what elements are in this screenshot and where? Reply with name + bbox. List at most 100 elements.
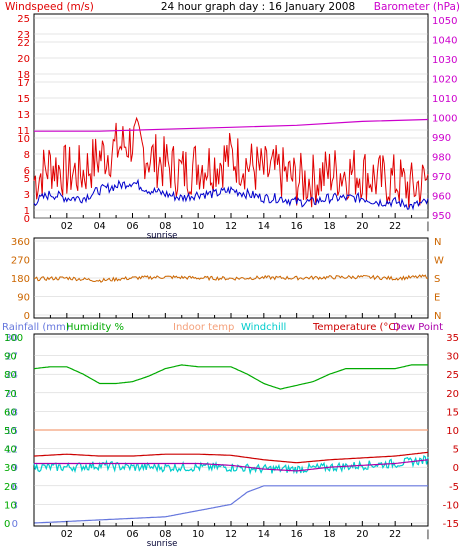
wind-average-line — [33, 178, 429, 211]
rainfall-y-tick: 0 — [12, 519, 18, 530]
x-tick-label: 20 — [356, 221, 368, 232]
wind-y-tick: 17 — [17, 78, 30, 89]
wind-y-tick: 3 — [24, 190, 30, 201]
x-tick-label: 12 — [225, 529, 237, 540]
windspeed-line — [33, 116, 429, 208]
humidity-y-tick: 10 — [4, 500, 17, 511]
rainfall-y-tick: 21 — [5, 389, 18, 400]
x-tick-label: 18 — [323, 221, 335, 232]
humidity-y-tick: 20 — [4, 482, 17, 493]
wind-y-tick: 18 — [17, 70, 30, 81]
wind-y-tick: 13 — [17, 110, 30, 121]
wind-y-tick: 5 — [24, 174, 30, 185]
x-tick-end: | — [426, 221, 429, 232]
temperature-y-tick: 30 — [446, 352, 459, 363]
temperature-y-tick: 5 — [453, 445, 459, 456]
temperature-y-tick: -15 — [443, 519, 459, 530]
compass-label: N — [434, 311, 441, 322]
barometer-y-tick: 960 — [432, 192, 451, 203]
dew-point-line — [34, 459, 429, 472]
temperature-y-tick: 35 — [446, 333, 459, 344]
temperature-y-tick: 0 — [453, 463, 459, 474]
wind-y-tick: 25 — [17, 14, 30, 25]
x-tick-label: 10 — [192, 221, 204, 232]
windchill-label: Windchill — [241, 322, 286, 333]
barometer-y-tick: 1030 — [432, 55, 457, 66]
x-tick-label: 18 — [323, 529, 335, 540]
compass-label: N — [434, 237, 441, 248]
x-tick-label: 02 — [61, 221, 73, 232]
barometer-y-tick: 970 — [432, 172, 451, 183]
humidity-y-tick: 80 — [4, 370, 17, 381]
humidity-y-tick: 30 — [4, 463, 17, 474]
barometer-line — [34, 118, 429, 132]
barometer-y-tick: 1000 — [432, 114, 457, 125]
wind-y-tick: 23 — [17, 30, 30, 41]
wind-y-tick: 22 — [17, 38, 30, 49]
compass-label: E — [434, 293, 440, 304]
wind-y-tick: 11 — [17, 126, 30, 137]
indoor-temp-label: Indoor temp — [173, 322, 234, 333]
rainfall-y-tick: 15 — [5, 426, 18, 437]
humidity-y-tick: 40 — [4, 445, 17, 456]
x-tick-end: | — [426, 529, 429, 540]
humidity-y-tick: 90 — [4, 352, 17, 363]
humidity-y-tick: 100 — [4, 333, 23, 344]
humidity-y-tick: 0 — [4, 519, 10, 530]
rainfall-y-tick: 3 — [12, 500, 18, 511]
barometer-y-tick: 1020 — [432, 74, 457, 85]
rainfall-axis-label: Rainfall (mm) — [2, 322, 70, 333]
rainfall-y-tick: 12 — [5, 445, 18, 456]
x-tick-label: 22 — [389, 529, 401, 540]
x-tick-label: 06 — [126, 529, 138, 540]
x-tick-label: 20 — [356, 529, 368, 540]
compass-label: S — [434, 274, 440, 285]
x-tick-label: 04 — [94, 221, 106, 232]
rainfall-y-tick: 30 — [5, 333, 18, 344]
temperature-y-tick: -5 — [449, 482, 459, 493]
wind-y-tick: 1 — [24, 206, 30, 217]
barometer-y-tick: 1040 — [432, 35, 457, 46]
x-tick-label: 06 — [126, 221, 138, 232]
x-tick-label: 22 — [389, 221, 401, 232]
x-tick-label: 12 — [225, 221, 237, 232]
barometer-axis-label: Barometer (hPa) — [374, 1, 460, 13]
x-tick-label: 08 — [159, 529, 171, 540]
wind-direction-line — [34, 274, 429, 283]
barometer-y-tick: 980 — [432, 153, 451, 164]
barometer-y-tick: 1050 — [432, 16, 457, 27]
temperature-y-tick: 15 — [446, 407, 459, 418]
x-tick-label: 14 — [258, 221, 270, 232]
sunrise-label: sunrise — [147, 231, 178, 241]
direction-y-tick: 90 — [17, 293, 30, 304]
temperature-c-line — [34, 451, 429, 464]
rainfall-mm-line — [33, 485, 428, 524]
temperature-axis-label: Temperature (°C) — [312, 322, 399, 333]
rainfall-y-tick: 9 — [12, 463, 18, 474]
rainfall-y-tick: 6 — [12, 482, 18, 493]
wind-y-tick: 0 — [24, 214, 30, 225]
temperature-y-tick: -10 — [443, 500, 459, 511]
windspeed-axis-label: Windspeed (m/s) — [5, 1, 94, 13]
x-tick-label: 10 — [192, 529, 204, 540]
sunrise-label: sunrise — [147, 539, 178, 549]
wind-y-tick: 6 — [24, 166, 30, 177]
x-tick-label: 04 — [94, 529, 106, 540]
x-tick-label: 16 — [291, 529, 303, 540]
direction-y-tick: 360 — [11, 237, 30, 248]
barometer-y-tick: 950 — [432, 211, 451, 222]
rainfall-y-tick: 27 — [5, 352, 18, 363]
x-tick-label: 02 — [61, 529, 73, 540]
direction-y-tick: 180 — [11, 274, 30, 285]
temperature-y-tick: 25 — [446, 370, 459, 381]
compass-label: W — [434, 256, 444, 267]
wind-y-tick: 15 — [17, 94, 30, 105]
temperature-y-tick: 20 — [446, 389, 459, 400]
humidity-y-tick: 70 — [4, 389, 17, 400]
wind-y-tick: 20 — [17, 54, 30, 65]
x-tick-label: 16 — [291, 221, 303, 232]
humidity-y-tick: 50 — [4, 426, 17, 437]
x-tick-label: 14 — [258, 529, 270, 540]
